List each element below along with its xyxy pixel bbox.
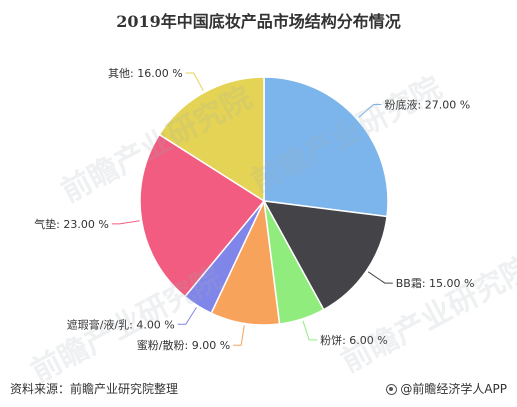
leader-line-2 xyxy=(302,320,318,341)
leader-line-4 xyxy=(177,307,197,325)
pie-slice-1 xyxy=(262,200,388,311)
chart-title: 2019年中国底妆产品市场结构分布情况 xyxy=(116,12,401,31)
brand-logo-icon xyxy=(386,384,398,395)
data-label-1: BB霜: 15.00 % xyxy=(396,277,475,290)
pie-slice-6 xyxy=(158,76,265,203)
data-label-0: 粉底液: 27.00 % xyxy=(385,97,471,111)
leader-line-0 xyxy=(358,103,382,119)
data-label-3: 蜜粉/散粉: 9.00 % xyxy=(137,338,230,352)
data-label-4: 遮瑕膏/液/乳: 4.00 % xyxy=(67,317,175,331)
leader-line-6 xyxy=(185,72,204,91)
leader-line-5 xyxy=(111,220,140,225)
leader-line-3 xyxy=(233,325,245,346)
data-label-6: 其他: 16.00 % xyxy=(108,67,183,80)
footer-brand-text: @前瞻经济学人APP xyxy=(400,382,507,396)
pie-slice-0 xyxy=(263,76,389,218)
footer-brand: @前瞻经济学人APP xyxy=(386,380,507,397)
footer-source: 资料来源：前瞻产业研究院整理 xyxy=(10,382,179,396)
data-label-5: 气垫: 23.00 % xyxy=(34,217,109,231)
pie-slice-5 xyxy=(139,133,266,298)
leader-line-1 xyxy=(367,271,393,284)
data-label-2: 粉饼: 6.00 % xyxy=(320,333,388,347)
